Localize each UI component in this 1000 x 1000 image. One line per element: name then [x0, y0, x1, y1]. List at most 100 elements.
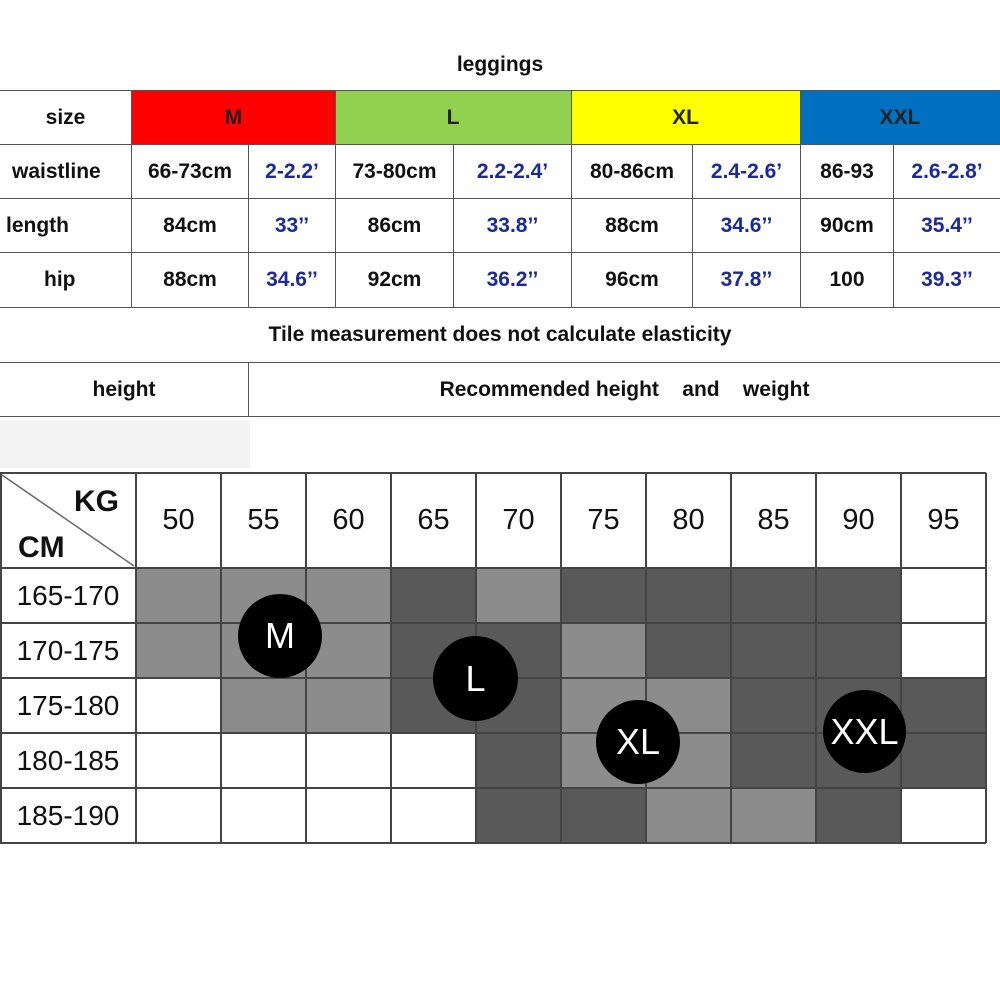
grid-cell: [561, 623, 646, 678]
grid-cell: [901, 733, 986, 788]
grid-cell: [901, 623, 986, 678]
grid-cell: [646, 623, 731, 678]
grid-cell: [561, 568, 646, 623]
grid-cell: [221, 788, 306, 843]
grid-line: [560, 473, 562, 843]
cm-row-label: 170-175: [16, 634, 120, 666]
size-badge-xxl: XXL: [823, 690, 906, 773]
kg-header: 90: [842, 504, 875, 536]
grid-cell: [306, 788, 391, 843]
grid-cell: [306, 678, 391, 733]
elasticity-note: Tile measurement does not calculate elas…: [268, 323, 732, 346]
grid-cell: [901, 568, 986, 623]
size-header-xl: [571, 91, 800, 144]
table-cell: 33’’: [274, 213, 310, 237]
grid-line: [985, 473, 987, 843]
diagonal-line: [1, 474, 135, 567]
grid-line: [730, 473, 732, 843]
grid-cell: [731, 623, 816, 678]
grid-cell: [476, 733, 561, 788]
row-label-hip: hip: [44, 268, 76, 291]
grid-line: [220, 473, 222, 843]
size-xxl-label: XXL: [879, 105, 921, 129]
size-badge-m: M: [238, 594, 322, 678]
grid-cell: [646, 568, 731, 623]
table-cell: 37.8’’: [720, 268, 773, 291]
grid-cell: [731, 788, 816, 843]
kg-header: 65: [417, 504, 450, 536]
grid-line: [900, 473, 902, 843]
kg-header: 95: [927, 504, 960, 536]
table-cell: 100: [829, 268, 865, 291]
grid-line: [0, 622, 986, 624]
grid-cell: [391, 733, 476, 788]
grid-cell: [816, 568, 901, 623]
table-cell: 66-73cm: [147, 159, 233, 183]
grid-cell: [816, 788, 901, 843]
grid-line: [0, 567, 986, 569]
grid-cell: [391, 788, 476, 843]
grid-line: [0, 787, 986, 789]
table-cell: 2.6-2.8’: [911, 159, 983, 183]
grid-cell: [221, 733, 306, 788]
table-cell: 2.2-2.4’: [476, 159, 549, 183]
table-cell: 35.4’’: [921, 213, 973, 237]
size-badge-l: L: [433, 636, 518, 721]
grid-line: [0, 732, 986, 734]
grid-cell: [306, 568, 391, 623]
grid-cell: [221, 678, 306, 733]
kg-header: 75: [587, 504, 620, 536]
kg-header: 80: [672, 504, 705, 536]
grid-line: [0, 473, 2, 843]
cm-row-label: 180-185: [16, 744, 120, 776]
size-m-label: M: [224, 105, 243, 129]
grid-cell: [731, 678, 816, 733]
table-cell: 34.6’’: [266, 268, 318, 291]
grid-line: [390, 473, 392, 843]
row-label-length: length: [6, 213, 69, 237]
kg-label: KG: [74, 485, 119, 518]
grid-line: [0, 842, 986, 844]
table-cell: 96cm: [605, 268, 659, 291]
table-cell: 2-2.2’: [265, 159, 319, 183]
cm-label: CM: [18, 531, 65, 564]
size-header-l: [335, 91, 571, 144]
grid-line: [815, 473, 817, 843]
grid-cell: [476, 568, 561, 623]
table-cell: 33.8’’: [486, 213, 539, 237]
grid-cell: [136, 788, 221, 843]
table-cell: 88cm: [163, 268, 217, 291]
size-header-xxl: [800, 91, 1000, 144]
grid-cell: [136, 623, 221, 678]
height-label: height: [92, 377, 156, 401]
kg-header: 60: [332, 504, 365, 536]
grid-cell: [731, 568, 816, 623]
grid-cell: [136, 568, 221, 623]
grid-line: [645, 473, 647, 843]
grid-cell: [901, 788, 986, 843]
grid-cell: [136, 678, 221, 733]
grid-corner: KG CM: [0, 473, 136, 568]
table-title: leggings: [456, 53, 544, 76]
grid-cell: [476, 788, 561, 843]
grid-cell: [816, 623, 901, 678]
table-cell: 73-80cm: [352, 159, 437, 183]
divider: [0, 420, 250, 468]
grid-cell: [731, 733, 816, 788]
kg-header: 50: [162, 504, 195, 536]
grid-cell: [391, 568, 476, 623]
table-cell: 88cm: [605, 213, 659, 237]
table-cell: 36.2’’: [486, 268, 539, 291]
table-cell: 86-93: [820, 159, 874, 183]
grid-cell: [561, 788, 646, 843]
cm-row-label: 185-190: [16, 799, 120, 831]
table-cell: 90cm: [820, 213, 874, 237]
table-cell: 34.6’’: [720, 213, 773, 237]
grid-line: [135, 473, 137, 843]
kg-header: 55: [247, 504, 280, 536]
table-cell: 2.4-2.6’: [710, 159, 783, 183]
grid-line: [136, 472, 986, 474]
table-cell: 84cm: [163, 213, 217, 237]
size-xl-label: XL: [672, 105, 699, 129]
